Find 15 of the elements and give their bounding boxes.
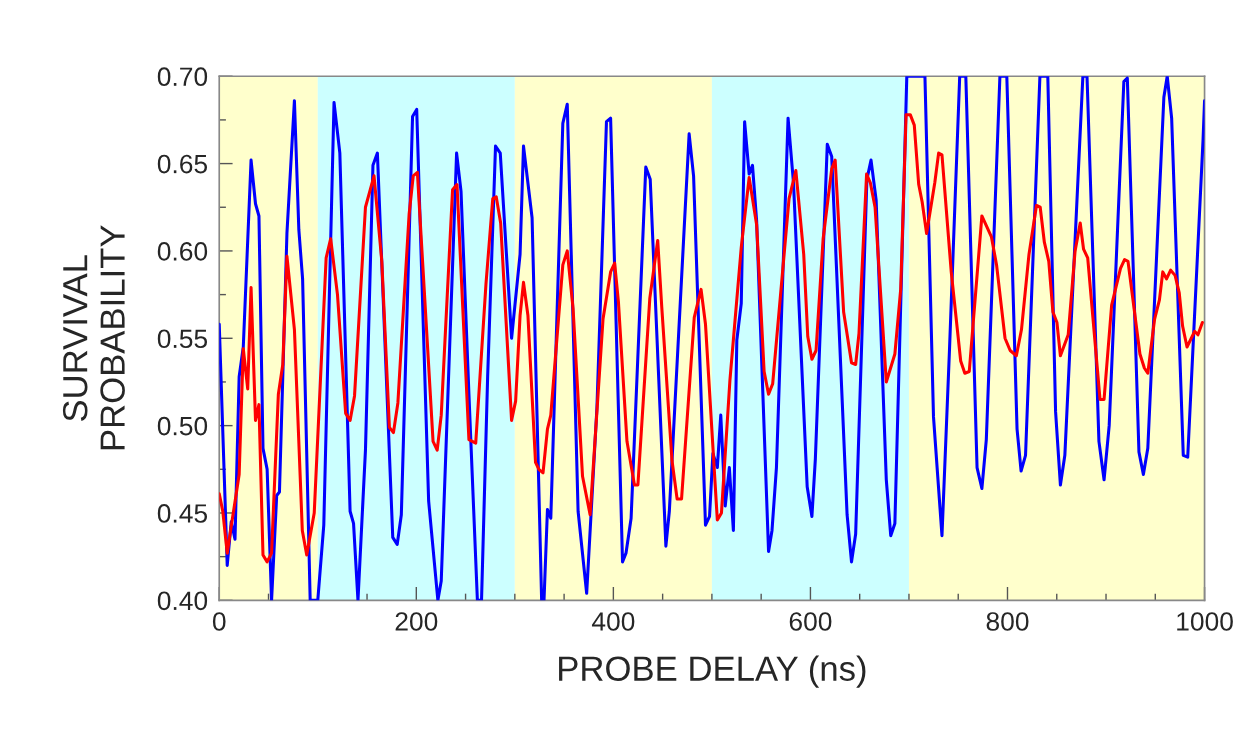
x-tick-label: 600: [789, 612, 832, 631]
y-tick-label: 0.70: [157, 67, 208, 87]
x-tick-label: 200: [395, 612, 438, 631]
x-tick-label: 400: [591, 612, 635, 631]
x-axis-title: PROBE DELAY (ns): [559, 655, 866, 688]
y-tick-label: 0.50: [157, 416, 208, 436]
y-tick-label: 0.65: [157, 154, 208, 174]
x-tick-label: 800: [986, 612, 1029, 631]
y-tick-label: 0.55: [157, 329, 208, 349]
y-tick-label: 0.40: [157, 591, 208, 611]
x-tick-label: 1000: [1177, 612, 1233, 631]
y-tick-label: 0.60: [157, 242, 208, 261]
y-axis-title: SURVIVAL PROBABILITY: [62, 225, 125, 450]
x-tick-label: 0: [212, 612, 226, 631]
y-tick-label: 0.45: [157, 504, 208, 523]
